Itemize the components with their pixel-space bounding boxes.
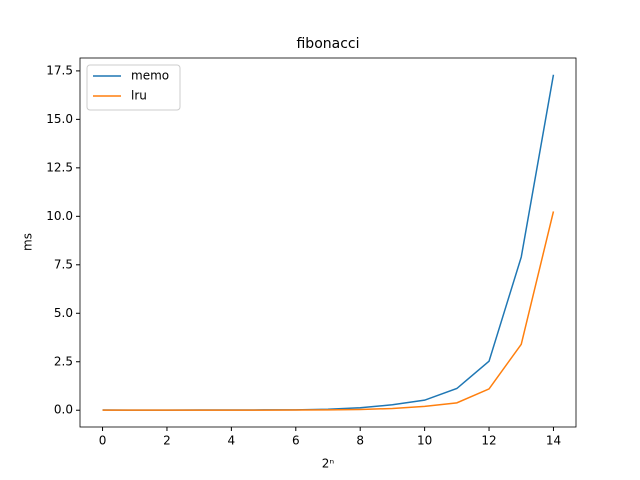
x-tick-label: 8 xyxy=(356,434,364,448)
y-tick-label: 5.0 xyxy=(54,306,73,320)
x-tick-label: 12 xyxy=(481,434,496,448)
y-axis-label: ms xyxy=(21,233,35,251)
y-tick-label: 17.5 xyxy=(46,63,73,77)
chart-title: fibonacci xyxy=(296,36,359,52)
x-tick-label: 2 xyxy=(163,434,171,448)
legend-label: lru xyxy=(131,89,147,103)
line xyxy=(102,211,555,411)
x-tick-label: 14 xyxy=(546,434,561,448)
y-tick-label: 10.0 xyxy=(46,209,73,223)
y-tick-label: 15.0 xyxy=(46,112,73,126)
y-tick-label: 7.5 xyxy=(54,257,73,271)
y-tick-label: 12.5 xyxy=(46,160,73,174)
y-tick-label: 0.0 xyxy=(54,403,73,417)
x-axis-label: 2ⁿ xyxy=(322,457,335,471)
plot-frame xyxy=(79,57,577,428)
legend-label: memo xyxy=(131,69,169,83)
y-tick-label: 2.5 xyxy=(54,354,73,368)
line xyxy=(102,74,555,411)
x-tick-label: 0 xyxy=(99,434,107,448)
x-tick-label: 10 xyxy=(417,434,432,448)
x-tick-label: 4 xyxy=(228,434,236,448)
x-tick-label: 6 xyxy=(292,434,300,448)
